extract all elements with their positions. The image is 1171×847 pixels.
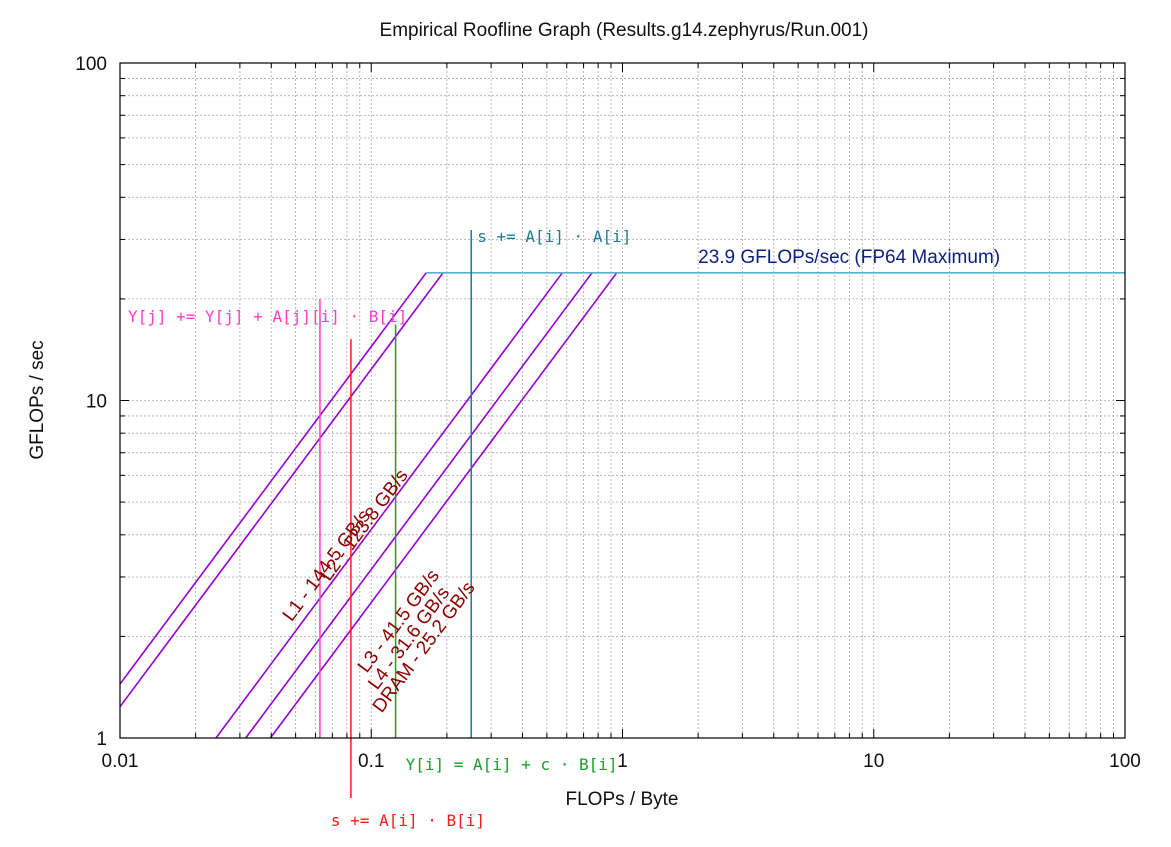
x-tick-label: 100 bbox=[1109, 751, 1141, 772]
x-tick-label: 1 bbox=[617, 751, 628, 772]
y-tick-label: 10 bbox=[86, 392, 107, 413]
roof-line-l2 bbox=[119, 272, 444, 708]
compute-roof-label: 23.9 GFLOPs/sec (FP64 Maximum) bbox=[698, 247, 1000, 268]
roof-line-l1 bbox=[119, 272, 427, 685]
kernel-label-1: s += A[i] · B[i] bbox=[331, 811, 485, 830]
y-tick-label: 1 bbox=[96, 729, 107, 750]
x-axis-label: FLOPs / Byte bbox=[566, 789, 679, 810]
roof-line-l4 bbox=[245, 272, 593, 739]
roof-line-l3 bbox=[215, 272, 563, 739]
kernel-label-0: Y[j] += Y[j] + A[j][i] · B[i] bbox=[128, 307, 407, 326]
x-tick-label: 0.1 bbox=[358, 751, 384, 772]
axis-ticks: 0.01 0.1 1 10 100 1 10 100 bbox=[75, 54, 1141, 772]
y-tick-label: 100 bbox=[75, 54, 107, 75]
y-axis-label: GFLOPs / sec bbox=[27, 340, 48, 459]
bandwidth-roofs bbox=[119, 271, 1125, 739]
kernel-label-2: Y[i] = A[i] + c · B[i] bbox=[406, 755, 618, 774]
x-tick-label: 0.01 bbox=[102, 751, 139, 772]
x-tick-label: 10 bbox=[863, 751, 884, 772]
roof-labels: 23.9 GFLOPs/sec (FP64 Maximum)L1 - 144.5… bbox=[128, 227, 1000, 830]
roof-line-dram bbox=[269, 272, 618, 739]
kernel-markers bbox=[319, 230, 472, 798]
kernel-label-3: s += A[i] · A[i] bbox=[477, 227, 631, 246]
chart-title: Empirical Roofline Graph (Results.g14.ze… bbox=[380, 20, 869, 41]
grid bbox=[120, 63, 1125, 738]
